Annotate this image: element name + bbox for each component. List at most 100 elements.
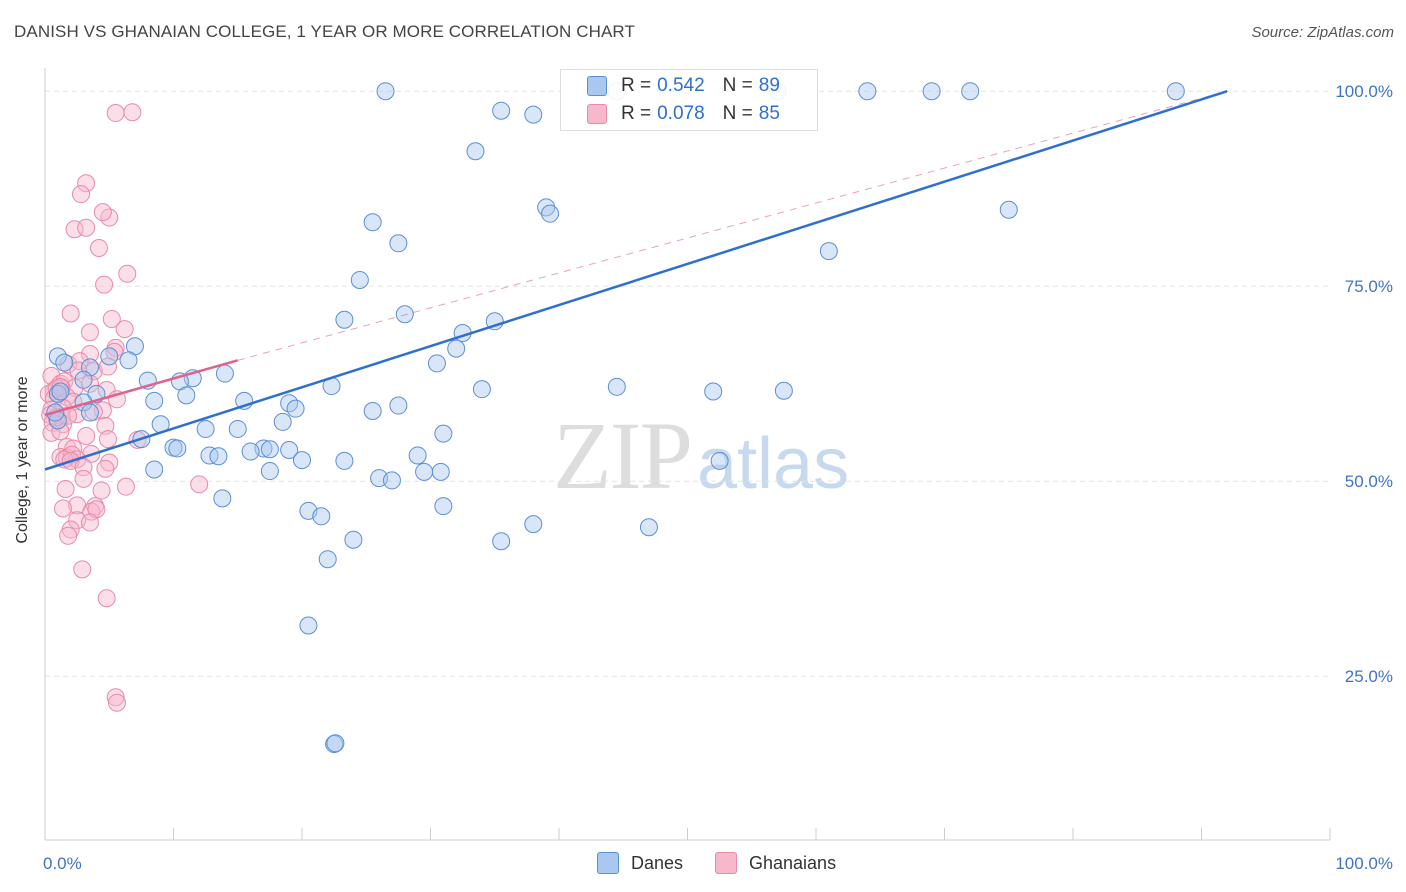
danes-trend-line <box>44 90 1228 471</box>
danes-point-48 <box>363 402 382 420</box>
danes-point-15 <box>999 200 1018 219</box>
danes-point-64 <box>200 446 219 465</box>
source-label: Source: ZipAtlas.com <box>1251 24 1394 41</box>
danes-point-66 <box>293 451 311 470</box>
ghanaians-points <box>39 103 209 712</box>
danes-point-60 <box>260 440 279 459</box>
danes-point-38 <box>774 381 793 400</box>
trend-layer <box>44 90 1228 471</box>
ghanaians-point-11 <box>61 304 80 323</box>
danes-point-21 <box>447 339 466 358</box>
ghanaians-point-9 <box>118 264 137 283</box>
ghanaians-point-10 <box>95 275 114 294</box>
ghanaians-point-19 <box>70 352 89 371</box>
legend-row-ghanaians: R = 0.078 N = 85 <box>587 100 780 128</box>
legend-item-danes[interactable]: Danes <box>597 852 683 874</box>
danes-point-26 <box>55 353 74 372</box>
watermark: ZIPatlas <box>553 400 849 511</box>
ghanaians-point-70 <box>87 500 106 519</box>
ghanaians-point-1 <box>123 103 142 122</box>
danes-n-value: 89 <box>758 75 780 96</box>
danes-point-53 <box>196 419 215 438</box>
x-tick-label-100: 100.0% <box>1335 854 1393 873</box>
danes-point-81 <box>344 530 363 549</box>
ghanaians-point-14 <box>115 320 134 339</box>
danes-point-3 <box>858 82 877 101</box>
ghanaians-swatch <box>587 104 607 124</box>
danes-point-8 <box>524 105 543 124</box>
axis-layer <box>44 68 1331 841</box>
ghanaians-point-13 <box>80 323 99 342</box>
danes-point-49 <box>80 403 99 422</box>
ghanaians-point-72 <box>80 513 99 532</box>
y-tick-label-100: 100.0% <box>1335 82 1393 101</box>
danes-point-51 <box>273 412 292 431</box>
tick-label-layer: 25.0% 50.0% 75.0% 100.0% 0.0% 100.0% <box>43 82 1393 873</box>
danes-point-11 <box>541 204 560 223</box>
y-tick-label-75: 75.0% <box>1345 277 1393 296</box>
danes-point-22 <box>427 354 446 373</box>
legend-series: Danes Ghanaians <box>0 852 1406 878</box>
danes-point-63 <box>408 446 427 465</box>
danes-point-39 <box>48 384 67 403</box>
danes-point-37 <box>704 382 723 401</box>
danes-point-42 <box>145 391 164 410</box>
danes-point-41 <box>177 386 196 405</box>
danes-point-85 <box>325 735 344 754</box>
danes-legend-swatch <box>597 852 619 874</box>
ghanaians-point-12 <box>102 309 121 328</box>
danes-point-87 <box>51 382 70 401</box>
ghanaians-point-63 <box>56 480 75 498</box>
ghanaians-point-25 <box>65 378 84 397</box>
danes-point-78 <box>312 507 331 526</box>
danes-point-82 <box>492 532 511 551</box>
danes-point-61 <box>280 441 299 459</box>
danes-point-36 <box>472 380 491 399</box>
ghanaians-point-46 <box>77 426 96 445</box>
ghanaians-point-8 <box>89 238 108 257</box>
danes-point-5 <box>961 82 980 101</box>
danes-n-label: N = <box>722 75 753 96</box>
danes-point-46 <box>389 396 408 415</box>
ghanaians-point-62 <box>116 477 135 496</box>
ghanaians-point-74 <box>59 526 78 545</box>
danes-point-13 <box>389 234 408 253</box>
danes-point-54 <box>228 419 247 438</box>
ghanaians-point-82 <box>69 361 88 380</box>
ghanaians-point-84 <box>51 377 70 396</box>
danes-point-69 <box>145 460 164 479</box>
danes-point-31 <box>74 370 93 389</box>
danes-point-29 <box>215 364 234 383</box>
danes-point-83 <box>318 550 337 569</box>
legend-item-ghanaians[interactable]: Ghanaians <box>715 852 836 874</box>
danes-points <box>46 82 1185 754</box>
ghanaians-point-3 <box>71 185 90 204</box>
danes-point-68 <box>710 451 729 470</box>
danes-point-7 <box>492 101 511 120</box>
ghanaians-point-75 <box>73 560 92 579</box>
y-tick-label-50: 50.0% <box>1345 472 1393 491</box>
ghanaians-point-78 <box>107 693 126 712</box>
danes-point-35 <box>607 377 626 396</box>
danes-r-value: 0.542 <box>657 75 705 96</box>
danes-point-18 <box>395 305 414 324</box>
watermark-zip: ZIP <box>553 402 693 509</box>
legend-row-danes: R = 0.542 N = 89 <box>587 72 780 100</box>
ghanaians-n-value: 85 <box>758 103 780 124</box>
danes-point-55 <box>434 424 453 443</box>
danes-point-0 <box>376 82 395 101</box>
danes-legend-label: Danes <box>631 852 684 873</box>
danes-point-62 <box>241 442 260 461</box>
danes-point-47 <box>286 399 305 418</box>
y-tick-label-25: 25.0% <box>1345 667 1393 686</box>
ghanaians-point-45 <box>51 422 70 441</box>
danes-point-65 <box>209 447 228 466</box>
ghanaians-point-65 <box>92 481 111 500</box>
danes-point-6 <box>1166 82 1185 101</box>
ghanaians-r-label: R = <box>621 103 652 124</box>
ghanaians-point-0 <box>106 104 125 123</box>
ghanaians-point-2 <box>77 174 96 193</box>
danes-point-58 <box>168 439 187 458</box>
danes-point-67 <box>335 451 354 470</box>
ghanaians-point-68 <box>53 499 72 518</box>
